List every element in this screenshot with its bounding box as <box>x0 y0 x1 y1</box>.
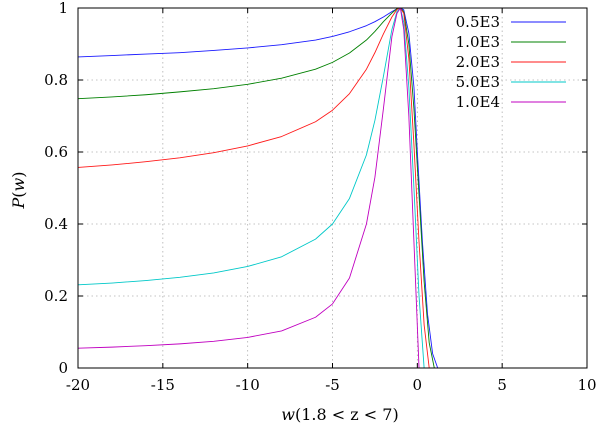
y-axis-var: w <box>9 177 28 191</box>
axis-ticks: -20 -15 -10 -5 0 5 10 0 0.2 0.4 0.6 0.8 1 <box>44 0 596 394</box>
legend-label: 1.0E3 <box>456 33 500 51</box>
x-axis-label: w(1.8 < z < 7) <box>281 405 398 424</box>
series-line-1.0E3 <box>77 7 435 369</box>
y-axis-name: P <box>9 197 28 209</box>
plot-curves <box>77 7 439 369</box>
y-tick-label: 0.4 <box>44 215 68 233</box>
grid <box>78 8 587 368</box>
legend-label: 1.0E4 <box>456 93 500 111</box>
y-tick-label: 0.6 <box>44 143 68 161</box>
x-axis-range: (1.8 < z < 7) <box>295 405 399 424</box>
y-tick-label: 0.2 <box>44 287 68 305</box>
series-line-5.0E3 <box>77 7 425 369</box>
x-tick-label: 5 <box>497 376 507 394</box>
legend-label: 0.5E3 <box>456 13 500 31</box>
x-tick-label: -15 <box>151 376 175 394</box>
series-line-0.5E3 <box>77 7 439 369</box>
x-tick-label: 0 <box>413 376 423 394</box>
series-line-1.0E4 <box>77 7 420 369</box>
series-line-2.0E3 <box>77 7 430 369</box>
x-tick-label: -5 <box>325 376 340 394</box>
x-tick-label: -10 <box>236 376 260 394</box>
y-axis-label: P(w) <box>9 172 28 210</box>
y-tick-label: 0 <box>58 359 68 377</box>
x-axis-var: w <box>281 405 295 424</box>
y-tick-label: 1 <box>58 0 68 17</box>
y-axis-paren-close: ) <box>9 172 28 178</box>
y-tick-label: 0.8 <box>44 71 68 89</box>
y-axis-paren-open: ( <box>9 191 28 197</box>
x-tick-label: -20 <box>66 376 90 394</box>
legend: 0.5E3 1.0E3 2.0E3 5.0E3 1.0E4 <box>456 13 566 111</box>
legend-label: 2.0E3 <box>456 53 500 71</box>
legend-label: 5.0E3 <box>456 73 500 91</box>
x-tick-label: 10 <box>577 376 596 394</box>
